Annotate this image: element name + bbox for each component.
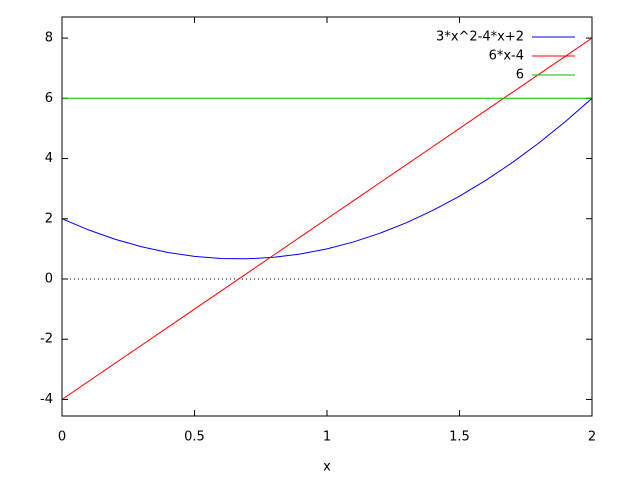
- x-tick-label: 0: [58, 430, 66, 445]
- plot-frame: [61, 16, 593, 417]
- y-tick-label: 4: [45, 151, 53, 166]
- series-line: [62, 37, 592, 400]
- x-tick-label: 0.5: [184, 430, 205, 445]
- x-tick-label: 1: [323, 430, 331, 445]
- y-tick-label: 2: [45, 211, 53, 226]
- y-tick-label: 0: [45, 271, 53, 286]
- legend-label: 3*x^2-4*x+2: [436, 30, 524, 45]
- x-axis-label: x: [323, 460, 331, 475]
- y-tick-label: 8: [45, 31, 53, 46]
- series-line: [62, 97, 592, 260]
- x-tick-label: 2: [588, 430, 596, 445]
- legend-label: 6: [516, 68, 524, 83]
- x-tick-label: 1.5: [449, 430, 470, 445]
- y-tick-label: -4: [40, 392, 53, 407]
- y-tick-label: 6: [45, 91, 53, 106]
- legend-label: 6*x-4: [489, 49, 524, 64]
- y-tick-label: -2: [40, 332, 53, 347]
